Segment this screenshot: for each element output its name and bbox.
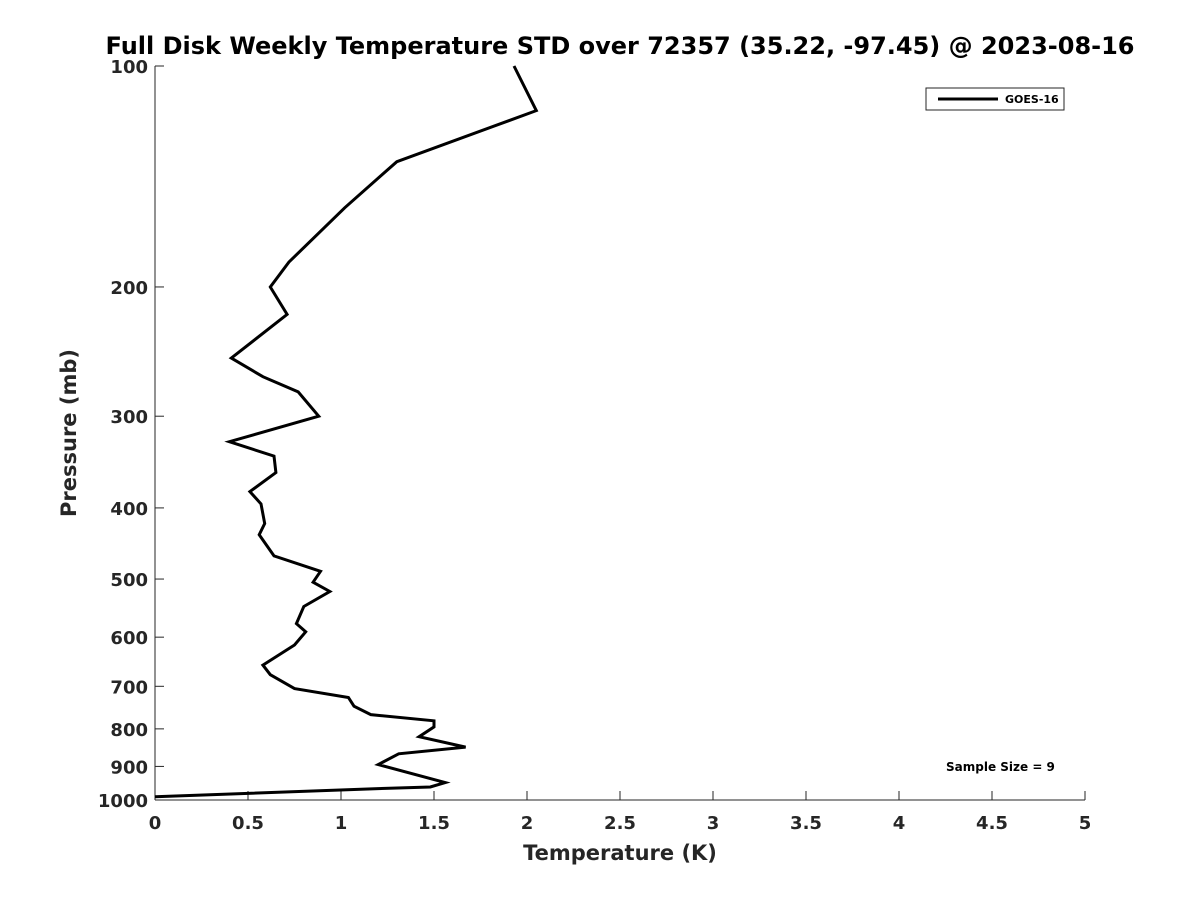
y-tick-label: 100	[110, 57, 148, 78]
x-axis-label: Temperature (K)	[523, 841, 717, 865]
y-tick-label: 600	[110, 628, 148, 649]
x-tick-label: 0.5	[232, 813, 264, 834]
x-tick-label: 2	[521, 813, 534, 834]
x-tick-label: 1	[335, 813, 348, 834]
y-ticks: 100 200 300 400 500 600 700 800 900 1000	[98, 57, 164, 812]
x-tick-label: 4	[893, 813, 906, 834]
y-tick-label: 800	[110, 720, 148, 741]
chart-title: Full Disk Weekly Temperature STD over 72…	[106, 32, 1135, 60]
x-tick-label: 3.5	[790, 813, 822, 834]
legend-label-goes-16: GOES-16	[1005, 93, 1059, 106]
sample-size-annotation: Sample Size = 9	[946, 760, 1055, 774]
x-tick-label: 3	[707, 813, 720, 834]
y-axis-label: Pressure (mb)	[57, 349, 81, 517]
y-tick-label: 500	[110, 570, 148, 591]
series-line-goes-16	[154, 65, 539, 799]
y-tick-label: 400	[110, 499, 148, 520]
y-tick-label: 900	[110, 757, 148, 778]
x-tick-label: 5	[1079, 813, 1092, 834]
x-tick-label: 2.5	[604, 813, 636, 834]
x-tick-label: 0	[149, 813, 162, 834]
y-tick-label: 700	[110, 677, 148, 698]
y-tick-label: 200	[110, 278, 148, 299]
y-tick-label: 300	[110, 407, 148, 428]
x-tick-label: 4.5	[976, 813, 1008, 834]
x-ticks: 0 0.5 1 1.5 2 2.5 3 3.5 4 4.5 5	[149, 791, 1092, 834]
x-tick-label: 1.5	[418, 813, 450, 834]
legend: GOES-16	[925, 87, 1065, 111]
y-tick-label: 1000	[98, 791, 148, 812]
